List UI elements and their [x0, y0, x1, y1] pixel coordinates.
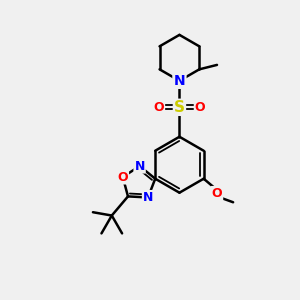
- Text: N: N: [134, 160, 145, 172]
- Text: N: N: [174, 74, 185, 88]
- Text: O: O: [195, 101, 206, 114]
- Text: N: N: [174, 74, 185, 88]
- Text: S: S: [174, 100, 185, 115]
- Text: O: O: [212, 187, 222, 200]
- Text: O: O: [154, 101, 164, 114]
- Text: N: N: [143, 191, 153, 204]
- Text: O: O: [118, 170, 128, 184]
